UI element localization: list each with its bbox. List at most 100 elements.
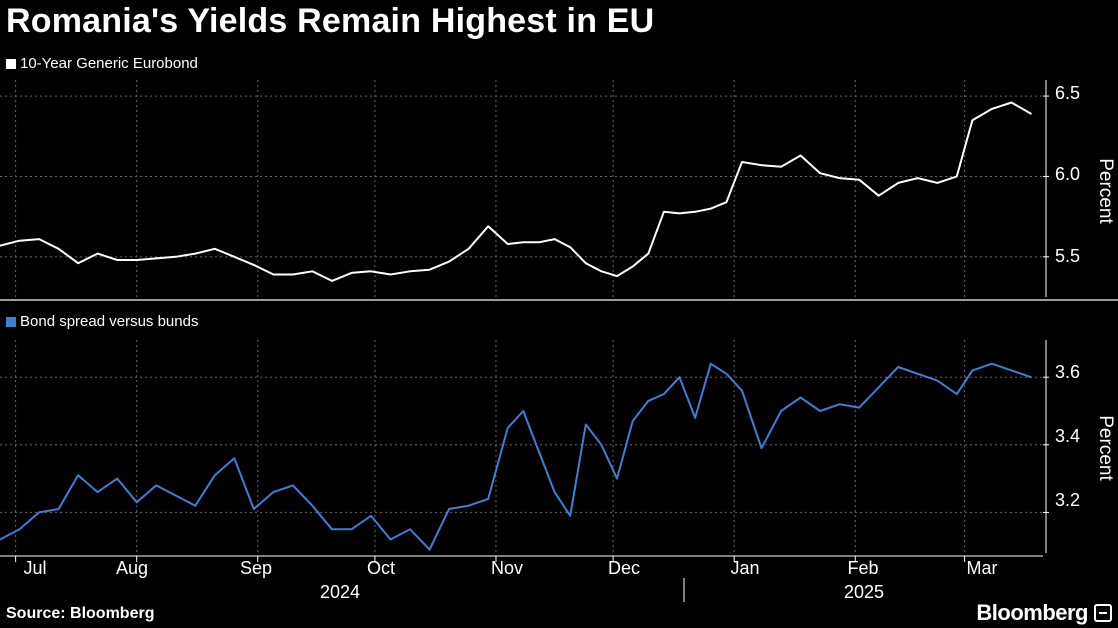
data-point-spread <box>18 528 21 531</box>
data-point-spread <box>135 501 138 504</box>
data-point-eurobond <box>897 182 899 184</box>
data-point-spread <box>616 477 618 480</box>
data-point-spread <box>799 396 802 399</box>
data-point-spread <box>1030 376 1032 379</box>
data-point-eurobond <box>409 270 411 273</box>
data-point-eurobond <box>350 272 353 274</box>
data-point-spread <box>971 369 974 372</box>
legend-swatch-top <box>6 58 16 69</box>
ytick-bottom-1: 3.4 <box>1055 426 1081 446</box>
xtick-month-jan: Jan <box>730 558 760 578</box>
ytick-top-0: 6.5 <box>1055 83 1081 103</box>
data-point-eurobond <box>600 270 603 273</box>
ylabel-top: Percent <box>1095 158 1116 224</box>
data-point-eurobond <box>819 172 821 174</box>
xtick-month-jul: Jul <box>23 558 47 578</box>
data-point-eurobond <box>1030 113 1032 115</box>
data-point-eurobond <box>647 252 650 255</box>
source-note: Source: Bloomberg <box>6 605 155 622</box>
data-point-eurobond <box>116 259 118 261</box>
data-point-spread <box>409 528 411 531</box>
data-point-spread <box>678 376 681 379</box>
data-point-eurobond <box>631 265 634 268</box>
data-point-eurobond <box>780 166 782 168</box>
data-point-spread <box>233 457 236 460</box>
data-point-eurobond <box>253 264 255 266</box>
data-point-spread <box>991 362 993 365</box>
data-point-spread <box>569 515 571 517</box>
bloomberg-terminal-icon <box>1094 604 1112 622</box>
data-point-spread <box>487 498 490 500</box>
data-point-eurobond <box>0 244 1 247</box>
xtick-month-mar: Mar <box>966 558 998 578</box>
data-point-eurobond <box>331 280 333 282</box>
series-line-eurobond <box>0 101 1032 282</box>
data-point-eurobond <box>710 207 712 210</box>
xtick-month-dec: Dec <box>607 558 641 578</box>
ytick-bottom-0: 3.6 <box>1055 362 1081 382</box>
data-point-eurobond <box>311 270 314 273</box>
data-point-spread <box>1010 369 1013 372</box>
data-point-spread <box>38 511 40 514</box>
data-point-spread <box>77 474 79 477</box>
data-point-spread <box>838 403 841 406</box>
xtick-month-sep: Sep <box>239 558 273 578</box>
data-point-spread <box>155 484 157 487</box>
data-point-eurobond <box>616 275 618 277</box>
data-point-eurobond <box>155 257 157 260</box>
data-point-spread <box>538 450 540 453</box>
data-point-eurobond <box>77 262 79 265</box>
data-point-eurobond <box>799 154 802 157</box>
data-point-spread <box>858 406 860 409</box>
ytick-top-2: 5.5 <box>1055 246 1081 266</box>
data-point-spread <box>331 528 333 531</box>
data-point-eurobond <box>135 259 138 261</box>
data-point-spread <box>96 491 99 493</box>
xtick-month-oct: Oct <box>366 558 396 578</box>
data-point-eurobond <box>57 248 60 250</box>
data-point-eurobond <box>96 252 99 255</box>
data-point-eurobond <box>936 182 939 184</box>
data-point-eurobond <box>233 255 236 258</box>
data-point-eurobond <box>971 119 974 121</box>
xtick-month-feb: Feb <box>847 558 879 578</box>
data-point-eurobond <box>858 178 860 181</box>
data-point-eurobond <box>678 212 681 215</box>
data-point-eurobond <box>506 243 509 245</box>
data-point-eurobond <box>214 248 216 250</box>
xtick-year-2025: 2025 <box>843 582 885 602</box>
data-point-eurobond <box>538 241 540 244</box>
data-point-eurobond <box>38 238 40 240</box>
data-point-spread <box>819 410 821 412</box>
data-point-spread <box>448 508 450 510</box>
data-point-eurobond <box>18 239 21 242</box>
data-point-spread <box>780 410 782 412</box>
data-point-spread <box>253 508 255 510</box>
data-point-spread <box>467 504 470 507</box>
data-point-eurobond <box>389 273 392 276</box>
legend-label-top: 10-Year Generic Eurobond <box>20 55 198 72</box>
legend-top: 10-Year Generic Eurobond <box>6 55 198 72</box>
data-point-eurobond <box>522 241 525 244</box>
data-point-eurobond <box>370 270 372 273</box>
data-point-eurobond <box>663 211 665 213</box>
data-point-spread <box>506 427 509 429</box>
data-point-spread <box>272 491 275 493</box>
xtick-year-2024: 2024 <box>319 582 361 602</box>
data-point-spread <box>897 366 899 368</box>
data-point-spread <box>631 420 634 422</box>
ytick-top-1: 6.0 <box>1055 164 1081 184</box>
data-point-spread <box>741 389 743 392</box>
data-point-spread <box>311 504 314 507</box>
data-point-eurobond <box>741 161 743 163</box>
data-point-eurobond <box>272 273 275 276</box>
data-point-spread <box>350 528 353 531</box>
ylabel-bottom: Percent <box>1095 415 1116 481</box>
xtick-month-aug: Aug <box>115 558 149 578</box>
data-point-spread <box>214 474 216 477</box>
data-point-eurobond <box>916 177 919 179</box>
data-point-spread <box>57 508 60 510</box>
data-point-spread <box>292 484 294 487</box>
legend-label-bottom: Bond spread versus bunds <box>20 313 199 330</box>
